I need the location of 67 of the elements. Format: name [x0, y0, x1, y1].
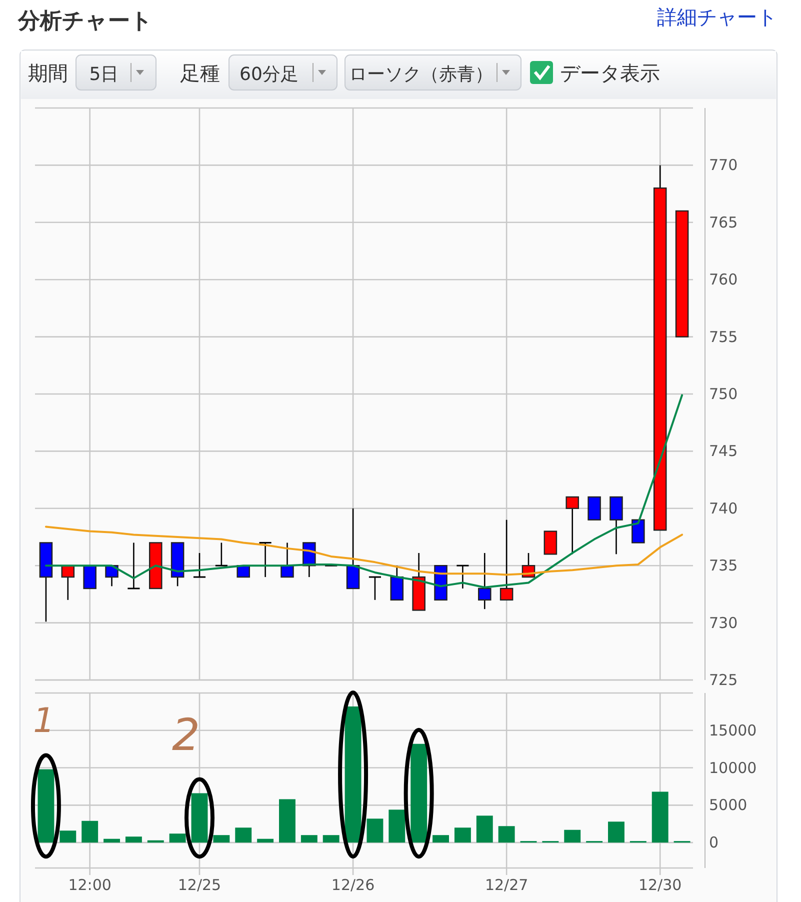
- bar: [125, 836, 142, 843]
- bar: [169, 834, 186, 843]
- x-tick-label: 12:00: [68, 876, 112, 894]
- bar: [608, 822, 624, 843]
- x-tick-label: 12/26: [331, 876, 375, 894]
- bar: [454, 828, 471, 843]
- text: 期間: [28, 61, 68, 85]
- y-tick-label: 0: [709, 834, 719, 852]
- text: 5日: [89, 64, 119, 85]
- bar: [300, 835, 318, 843]
- x-tick-label: 12/27: [484, 876, 528, 894]
- text: ローソク（赤青）: [349, 64, 493, 85]
- bar: [279, 799, 296, 843]
- y-tick-label: 10000: [709, 758, 757, 777]
- bar: [191, 793, 208, 843]
- y-tick-label: 755: [709, 328, 738, 346]
- candlestick: [83, 565, 96, 590]
- y-tick-label: 15000: [709, 721, 757, 740]
- bar: [432, 835, 449, 843]
- bar: [60, 830, 76, 843]
- annotation: 2: [172, 710, 200, 761]
- candlestick: [500, 519, 514, 601]
- bar: [476, 816, 493, 843]
- text: 足種: [180, 61, 220, 85]
- candlestick: [126, 542, 140, 590]
- text: 60分足: [240, 64, 298, 85]
- text: データ表示: [560, 61, 660, 85]
- bar: [213, 835, 230, 843]
- bar: [564, 830, 581, 843]
- candlestick: [478, 552, 492, 610]
- bar: [498, 826, 515, 843]
- candlestick: [544, 530, 558, 555]
- y-tick-label: 770: [709, 156, 738, 174]
- y-tick-label: 730: [709, 614, 738, 632]
- y-tick-label: 735: [709, 556, 738, 575]
- candlestick: [214, 542, 228, 566]
- y-tick-label: 765: [709, 213, 738, 232]
- y-tick-label: 745: [709, 442, 738, 460]
- bar: [257, 838, 274, 843]
- bar: [366, 818, 384, 843]
- bar: [388, 810, 406, 843]
- candlestick: [610, 496, 623, 555]
- y-tick-label: 5000: [709, 796, 748, 814]
- candlestick: [258, 542, 272, 578]
- candlestick: [368, 576, 382, 601]
- annotation: 1: [33, 701, 55, 741]
- y-tick-label: 725: [709, 671, 738, 689]
- y-tick-label: 750: [709, 385, 738, 403]
- y-tick-label: 760: [709, 270, 738, 289]
- chart-title: 分析チャート: [17, 9, 153, 34]
- candlestick: [390, 564, 404, 601]
- bar: [82, 820, 98, 843]
- candlestick: [588, 496, 601, 520]
- candlestick: [456, 564, 470, 590]
- bar: [235, 828, 252, 843]
- x-tick-label: 12/30: [638, 876, 682, 894]
- y-tick-label: 740: [709, 499, 738, 518]
- bar: [652, 792, 668, 843]
- candlestick: [566, 496, 579, 555]
- bar: [104, 838, 120, 843]
- text: 詳細チャート: [657, 5, 777, 29]
- x-tick-label: 12/25: [178, 876, 222, 894]
- bar: [38, 769, 54, 843]
- candlestick: [192, 552, 206, 578]
- candlestick: [346, 508, 360, 590]
- bar: [322, 835, 340, 843]
- bar: [410, 744, 428, 843]
